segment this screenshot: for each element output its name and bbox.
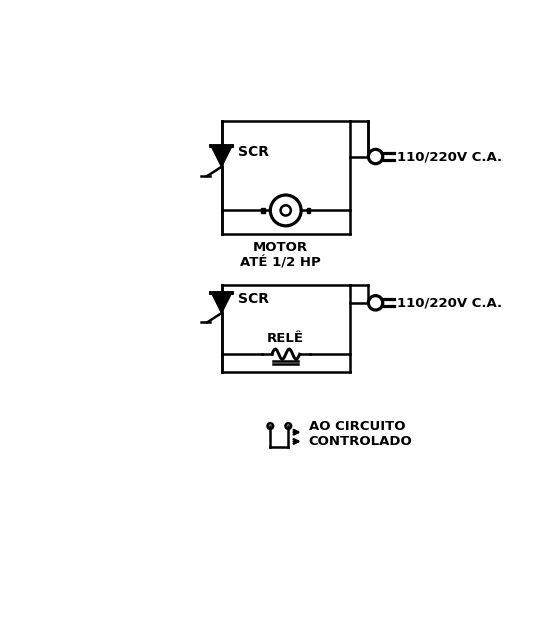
Polygon shape bbox=[211, 293, 232, 313]
Text: MOTOR
ATÉ 1/2 HP: MOTOR ATÉ 1/2 HP bbox=[240, 241, 321, 269]
Text: SCR: SCR bbox=[239, 146, 270, 159]
Bar bbox=[261, 208, 265, 213]
Text: AO CIRCUITO
CONTROLADO: AO CIRCUITO CONTROLADO bbox=[309, 420, 412, 448]
Text: RELÊ: RELÊ bbox=[267, 332, 304, 345]
Text: 110/220V C.A.: 110/220V C.A. bbox=[397, 296, 502, 309]
Bar bbox=[307, 208, 310, 213]
Text: 110/220V C.A.: 110/220V C.A. bbox=[397, 150, 502, 163]
Text: SCR: SCR bbox=[239, 292, 270, 306]
Polygon shape bbox=[211, 146, 232, 167]
